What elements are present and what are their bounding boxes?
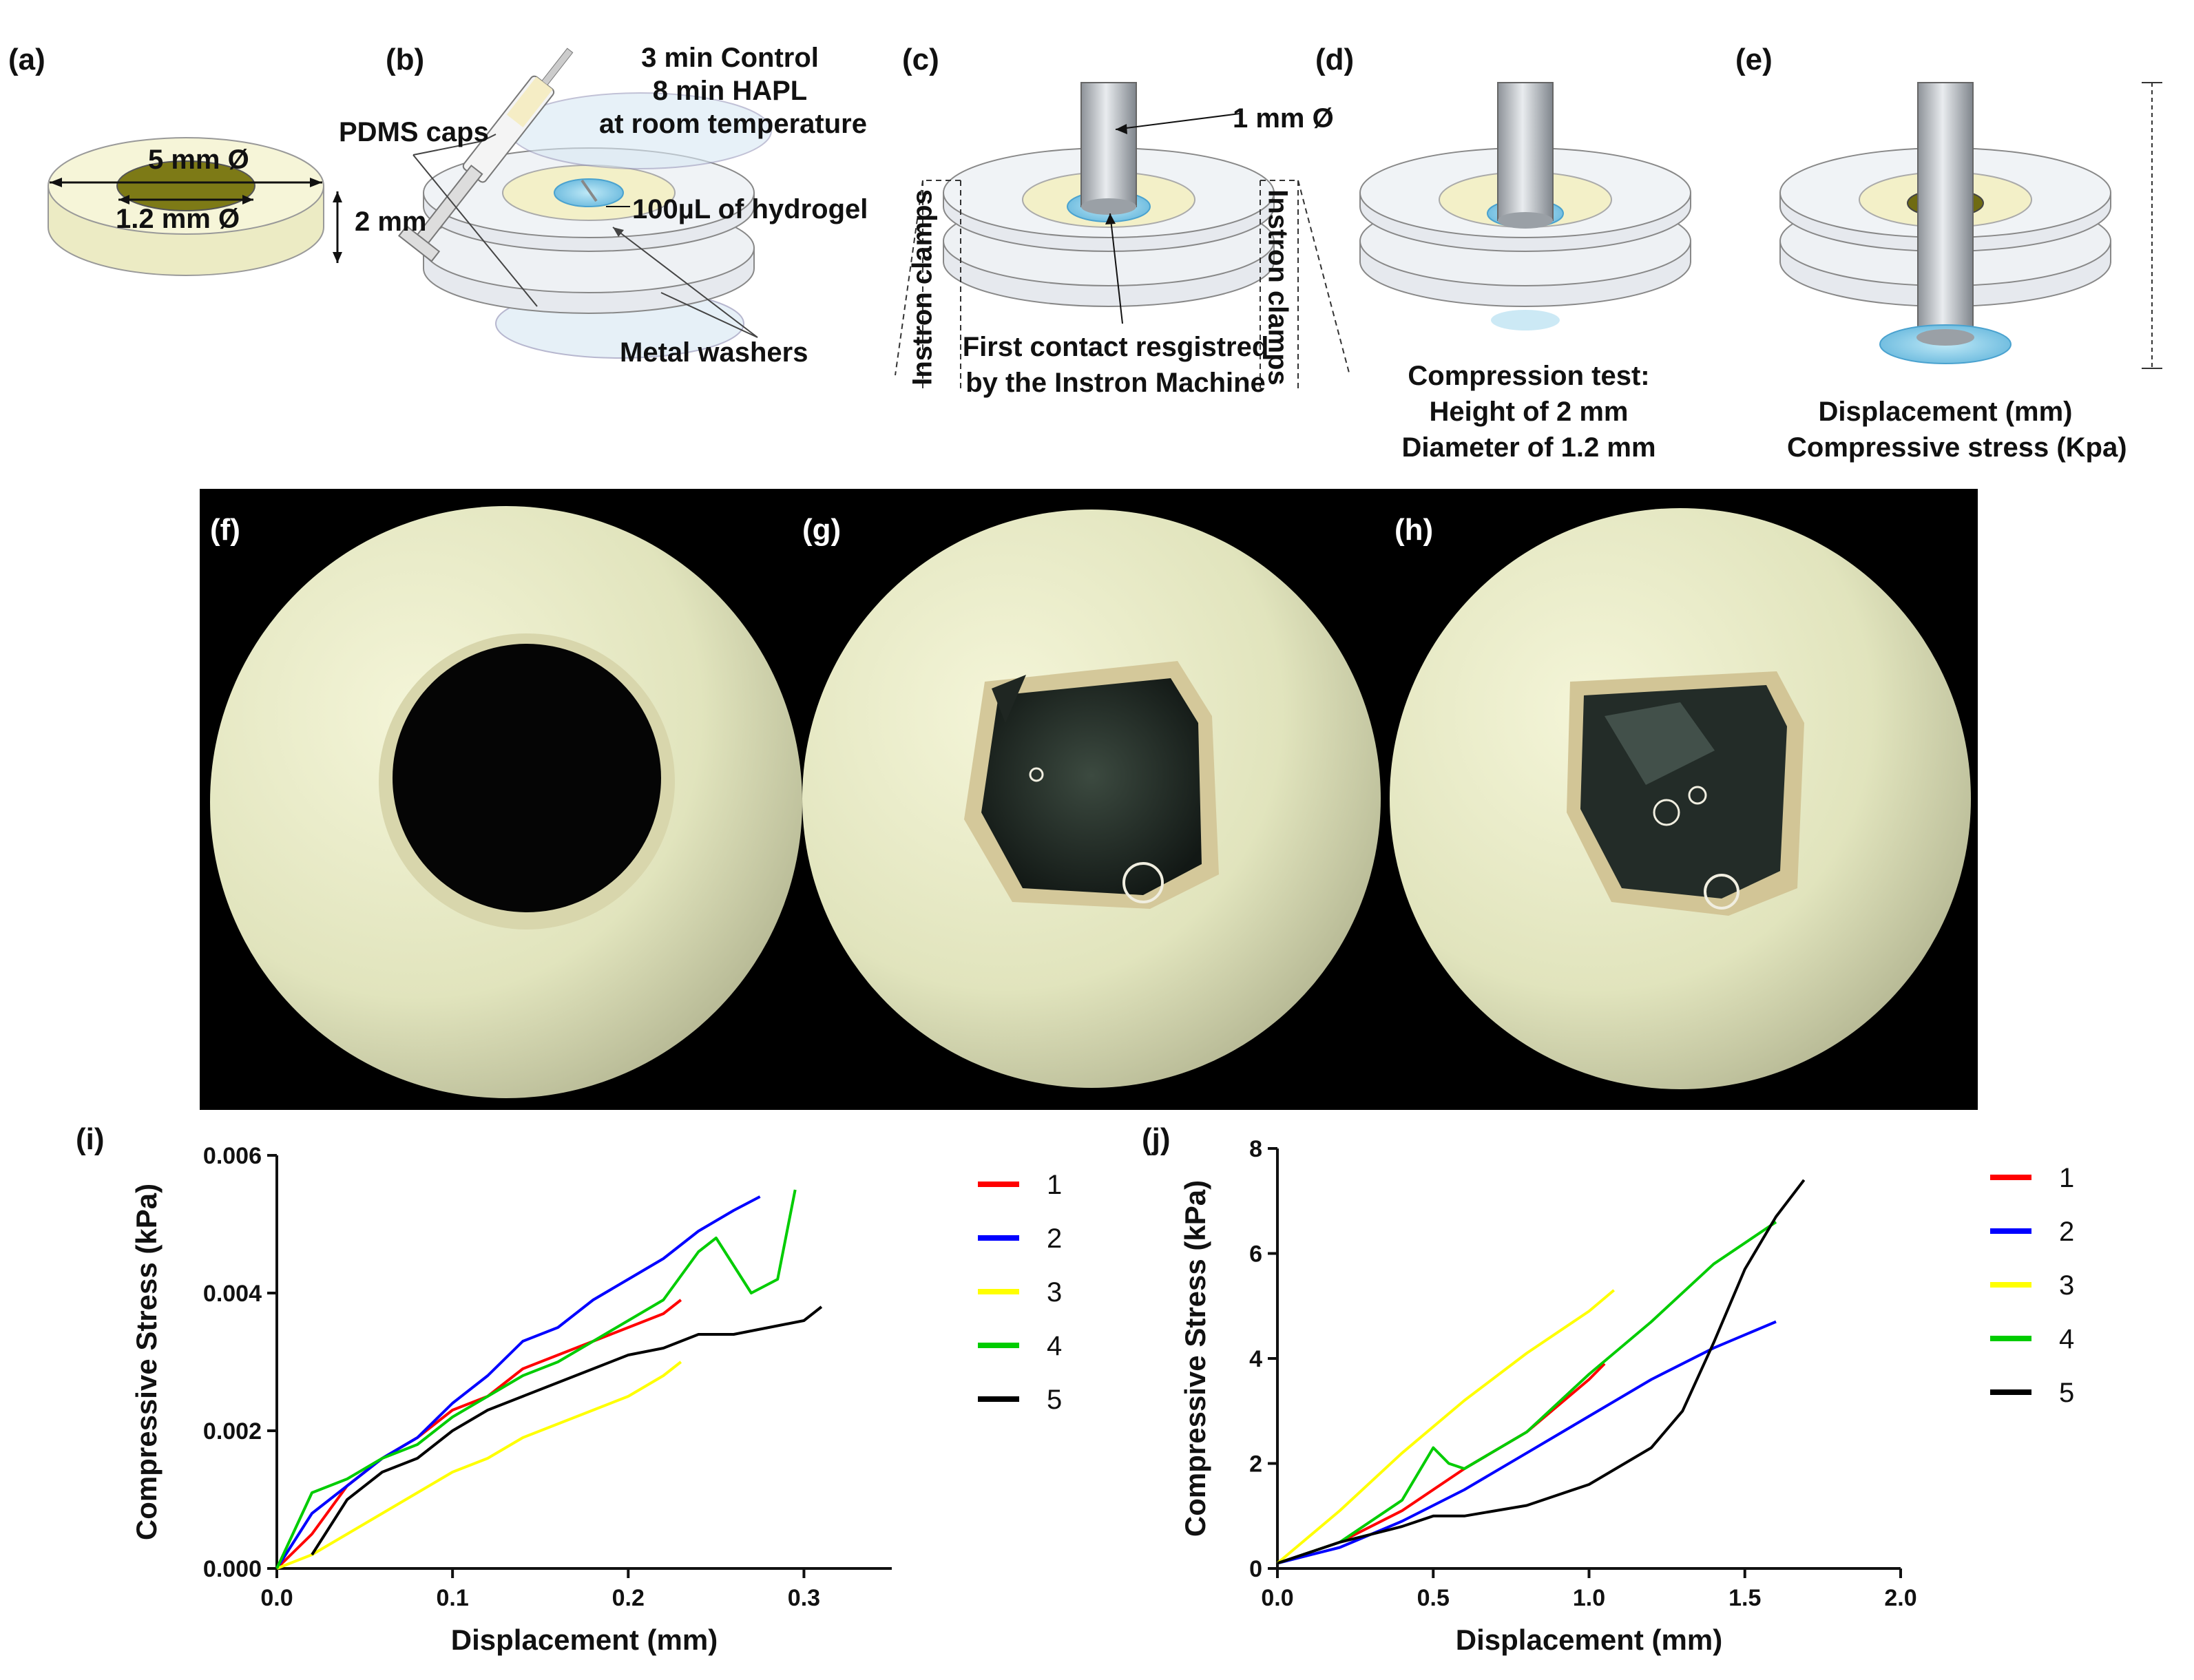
- series-line-1: [1277, 1363, 1606, 1565]
- x-axis-label: Displacement (mm): [1456, 1624, 1722, 1656]
- x-tick-label: 0.0: [1261, 1585, 1293, 1611]
- y-tick-label: 0.004: [203, 1281, 262, 1307]
- micrograph-g: [802, 510, 1381, 1088]
- chart-i: 0.0 0.1 0.2 0.3 0.000 0.002 0.004 0.006 Displace…: [130, 1143, 1062, 1656]
- height-label: 2 mm: [355, 207, 427, 237]
- micrographs-svg: [210, 506, 1971, 1098]
- probe-contact-drawing: [895, 82, 1350, 389]
- panel-label-h: (h): [1394, 513, 1434, 547]
- legend-label-2: 2: [1047, 1224, 1062, 1254]
- first-contact-line-1: First contact resgistred: [962, 332, 1269, 362]
- legend-label-5: 5: [2059, 1378, 2074, 1408]
- pdms-caps-label: PDMS caps: [339, 117, 489, 147]
- micrograph-h: [1390, 508, 1971, 1089]
- ring-sample-drawing: [48, 137, 342, 276]
- compression-test-drawing: [1359, 82, 1691, 330]
- x-tick-label: 1.5: [1728, 1585, 1761, 1611]
- series-line-4: [1277, 1221, 1777, 1565]
- compression-line-3: Diameter of 1.2 mm: [1401, 432, 1656, 463]
- displacement-drawing: [1779, 82, 2162, 369]
- series-line-2: [275, 1195, 761, 1570]
- y-axis-label: Compressive Stress (kPa): [130, 1184, 163, 1540]
- legend-label-1: 1: [2059, 1163, 2074, 1193]
- y-axis-label: Compressive Stress (kPa): [1179, 1180, 1211, 1537]
- cure-line-1: 3 min Control: [641, 43, 819, 73]
- displacement-line-2: Compressive stress (Kpa): [1787, 432, 2127, 463]
- x-tick-label: 0.1: [437, 1585, 469, 1611]
- compression-line-1: Compression test:: [1408, 361, 1650, 391]
- panel-label-i: (i): [76, 1122, 105, 1156]
- legend-label-5: 5: [1047, 1385, 1062, 1415]
- legend-label-2: 2: [2059, 1217, 2074, 1247]
- cure-line-3: at room temperature: [599, 109, 867, 139]
- first-contact-line-2: by the Instron Machine: [965, 368, 1266, 398]
- series-line-5: [311, 1305, 823, 1556]
- hydrogel-label: 100µL of hydrogel: [632, 194, 868, 224]
- micrograph-f: [210, 506, 802, 1098]
- x-tick-label: 2.0: [1884, 1585, 1916, 1611]
- y-tick-label: 4: [1249, 1346, 1262, 1372]
- legend-label-3: 3: [2059, 1270, 2074, 1301]
- displacement-text: Displacement (mm) Compressive stress (Kp…: [1787, 394, 2127, 465]
- panel-label-j: (j): [1142, 1122, 1171, 1156]
- y-tick-label: 0.000: [203, 1556, 262, 1582]
- outer-diameter-label: 5 mm Ø: [148, 145, 249, 175]
- x-tick-label: 0.0: [260, 1585, 293, 1611]
- probe-diameter-label: 1 mm Ø: [1233, 103, 1334, 134]
- x-tick-label: 0.5: [1417, 1585, 1450, 1611]
- x-axis-label: Displacement (mm): [451, 1624, 718, 1656]
- series-line-4: [275, 1189, 797, 1569]
- y-tick-label: 6: [1249, 1241, 1262, 1268]
- chart-j: 0.0 0.5 1.0 1.5 2.0 0 2 4 6 8 Displacement (mm) Com…: [1179, 1136, 2074, 1656]
- x-tick-label: 0.2: [612, 1585, 645, 1611]
- panel-label-e: (e): [1735, 43, 1773, 76]
- panel-label-d: (d): [1315, 43, 1355, 76]
- series-line-2: [1277, 1320, 1777, 1565]
- panel-label-f: (f): [210, 513, 240, 547]
- series-line-5: [1277, 1179, 1806, 1565]
- y-tick-label: 0.006: [203, 1143, 262, 1169]
- schematic-figure: [48, 48, 2162, 389]
- series-line-3: [276, 1361, 682, 1570]
- metal-washers-label: Metal washers: [620, 337, 808, 368]
- first-contact-text: First contact resgistred by the Instron …: [957, 329, 1274, 401]
- compression-line-2: Height of 2 mm: [1429, 397, 1629, 427]
- panel-label-g: (g): [802, 513, 842, 547]
- x-tick-label: 1.0: [1573, 1585, 1605, 1611]
- y-tick-label: 8: [1249, 1136, 1262, 1162]
- x-tick-label: 0.3: [788, 1585, 820, 1611]
- compression-text: Compression test: Height of 2 mm Diamete…: [1384, 358, 1673, 465]
- legend-label-4: 4: [2059, 1324, 2074, 1354]
- panel-label-a: (a): [8, 43, 45, 76]
- y-tick-label: 0.002: [203, 1418, 262, 1445]
- y-tick-label: 2: [1249, 1451, 1262, 1478]
- y-tick-label: 0: [1249, 1556, 1262, 1582]
- micrograph-band: [200, 489, 1978, 1110]
- displacement-line-1: Displacement (mm): [1818, 397, 2073, 427]
- panel-label-b: (b): [386, 43, 425, 76]
- legend-label-1: 1: [1047, 1170, 1062, 1200]
- assembly-drawing: [397, 48, 772, 359]
- legend-label-4: 4: [1047, 1331, 1062, 1361]
- cure-line-2: 8 min HAPL: [652, 76, 808, 106]
- panel-label-c: (c): [902, 43, 939, 76]
- clamps-left-label: Instron clamps: [907, 189, 938, 386]
- legend-label-3: 3: [1047, 1277, 1062, 1308]
- series-line-3: [1276, 1289, 1615, 1564]
- series-line-1: [275, 1299, 682, 1570]
- cure-time-text: 3 min Control 8 min HAPL at room tempera…: [599, 41, 867, 140]
- inner-diameter-label: 1.2 mm Ø: [116, 204, 240, 234]
